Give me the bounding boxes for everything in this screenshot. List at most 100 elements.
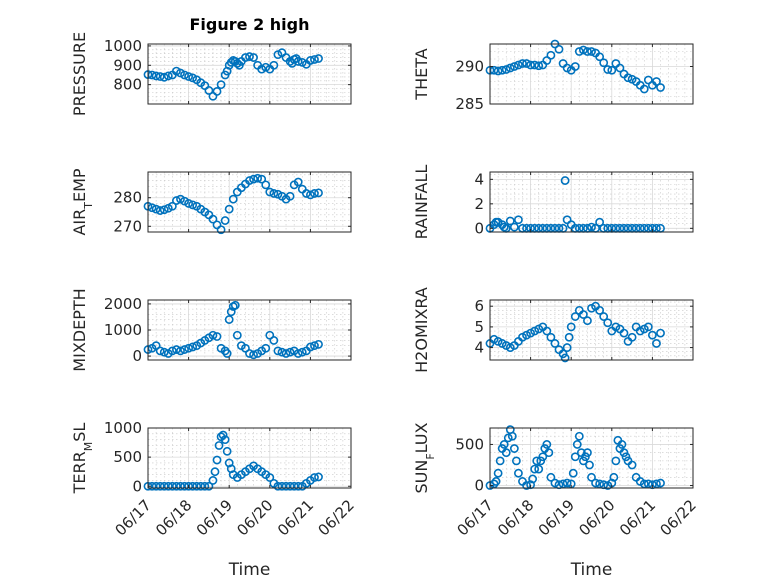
data-point <box>293 177 303 187</box>
data-point <box>587 47 596 56</box>
y-tick-label: 2000 <box>104 295 142 313</box>
y-axis-label: MIXDEPTH <box>70 288 89 371</box>
data-point <box>269 189 279 198</box>
x-tick-label: 06/18 <box>494 496 537 539</box>
data-point <box>301 189 311 198</box>
y-tick-label: 270 <box>113 217 142 235</box>
x-tick-label: 06/22 <box>657 496 700 539</box>
data-point <box>518 59 527 68</box>
data-point <box>639 479 649 489</box>
data-point <box>550 339 560 348</box>
x-tick-label: 06/17 <box>454 496 497 539</box>
data-point <box>607 65 617 75</box>
figure-title: Figure 2 high <box>190 15 310 34</box>
data-point <box>212 332 222 341</box>
subplot-rainfall: 0 2 4 RAINFALL <box>412 165 694 240</box>
data-point <box>261 343 271 353</box>
data-point <box>570 452 580 462</box>
subplot-theta: 285 290 THETA <box>412 39 694 113</box>
data-point <box>599 312 609 321</box>
data-point <box>249 174 258 184</box>
data-point <box>619 328 629 338</box>
data-point <box>314 54 323 63</box>
y-tick-label: 500 <box>113 448 142 466</box>
data-point <box>564 332 574 342</box>
data-point <box>611 456 621 466</box>
y-axis-label: PRESSURE <box>70 32 89 116</box>
data-point <box>285 481 295 491</box>
data-point <box>314 339 323 349</box>
data-point <box>595 52 605 62</box>
data-point <box>595 305 605 315</box>
data-point <box>226 57 236 67</box>
data-point <box>542 326 552 336</box>
data-point <box>648 330 657 340</box>
data-point <box>245 349 254 358</box>
y-tick-label: 500 <box>455 435 484 453</box>
data-point <box>652 77 661 86</box>
data-point <box>509 444 519 453</box>
data-point <box>639 84 649 94</box>
data-point <box>253 173 263 183</box>
data-point <box>212 87 222 96</box>
y-axis-label: SUNFLUX <box>412 422 437 493</box>
data-point <box>550 478 560 488</box>
data-point <box>595 217 605 227</box>
data-point <box>241 53 250 62</box>
data-point <box>554 44 564 54</box>
data-point <box>560 353 570 363</box>
data-point <box>656 328 665 338</box>
data-point <box>503 433 513 443</box>
data-point <box>511 456 521 466</box>
data-point <box>497 65 507 75</box>
x-axis-label: Time <box>570 560 613 580</box>
data-point <box>528 474 538 484</box>
data-point <box>652 339 661 348</box>
data-point <box>615 63 625 73</box>
data-point <box>167 201 177 211</box>
data-point <box>163 71 173 81</box>
data-point <box>222 349 232 358</box>
data-point <box>269 336 279 345</box>
y-tick-label: 0 <box>474 477 484 495</box>
data-point <box>184 343 193 353</box>
y-axis-label: RAINFALL <box>412 165 431 240</box>
data-point <box>176 481 185 491</box>
data-point <box>192 481 202 491</box>
data-point <box>249 53 258 62</box>
data-point <box>530 464 540 474</box>
data-point <box>617 440 627 449</box>
x-tick-label: 06/19 <box>535 496 578 539</box>
data-point <box>208 214 218 224</box>
data-point <box>656 83 665 92</box>
data-point <box>566 322 576 332</box>
y-tick-label: 900 <box>113 56 142 74</box>
data-point <box>180 70 189 80</box>
data-point <box>505 63 515 73</box>
data-point <box>155 72 165 81</box>
data-point <box>184 72 193 81</box>
data-point <box>522 59 531 68</box>
data-point <box>627 332 637 342</box>
data-point <box>595 479 605 489</box>
data-point <box>526 60 535 70</box>
data-point <box>652 479 661 489</box>
y-axis-label: THETA <box>412 48 431 100</box>
data-point <box>188 342 198 352</box>
data-point <box>245 176 254 185</box>
data-point <box>643 322 653 332</box>
data-point <box>591 478 600 488</box>
subplot-h2omixra: 4 5 6 H2OMIXRA <box>412 287 694 373</box>
data-point <box>249 350 258 360</box>
data-point <box>587 472 596 482</box>
data-point <box>305 56 315 65</box>
data-point <box>155 481 165 491</box>
axes-box <box>489 171 694 233</box>
data-point <box>184 199 193 208</box>
data-point <box>509 62 519 71</box>
data-point <box>220 216 230 225</box>
subplot-air-temp: 270 280 AIRTEMP <box>70 168 352 236</box>
